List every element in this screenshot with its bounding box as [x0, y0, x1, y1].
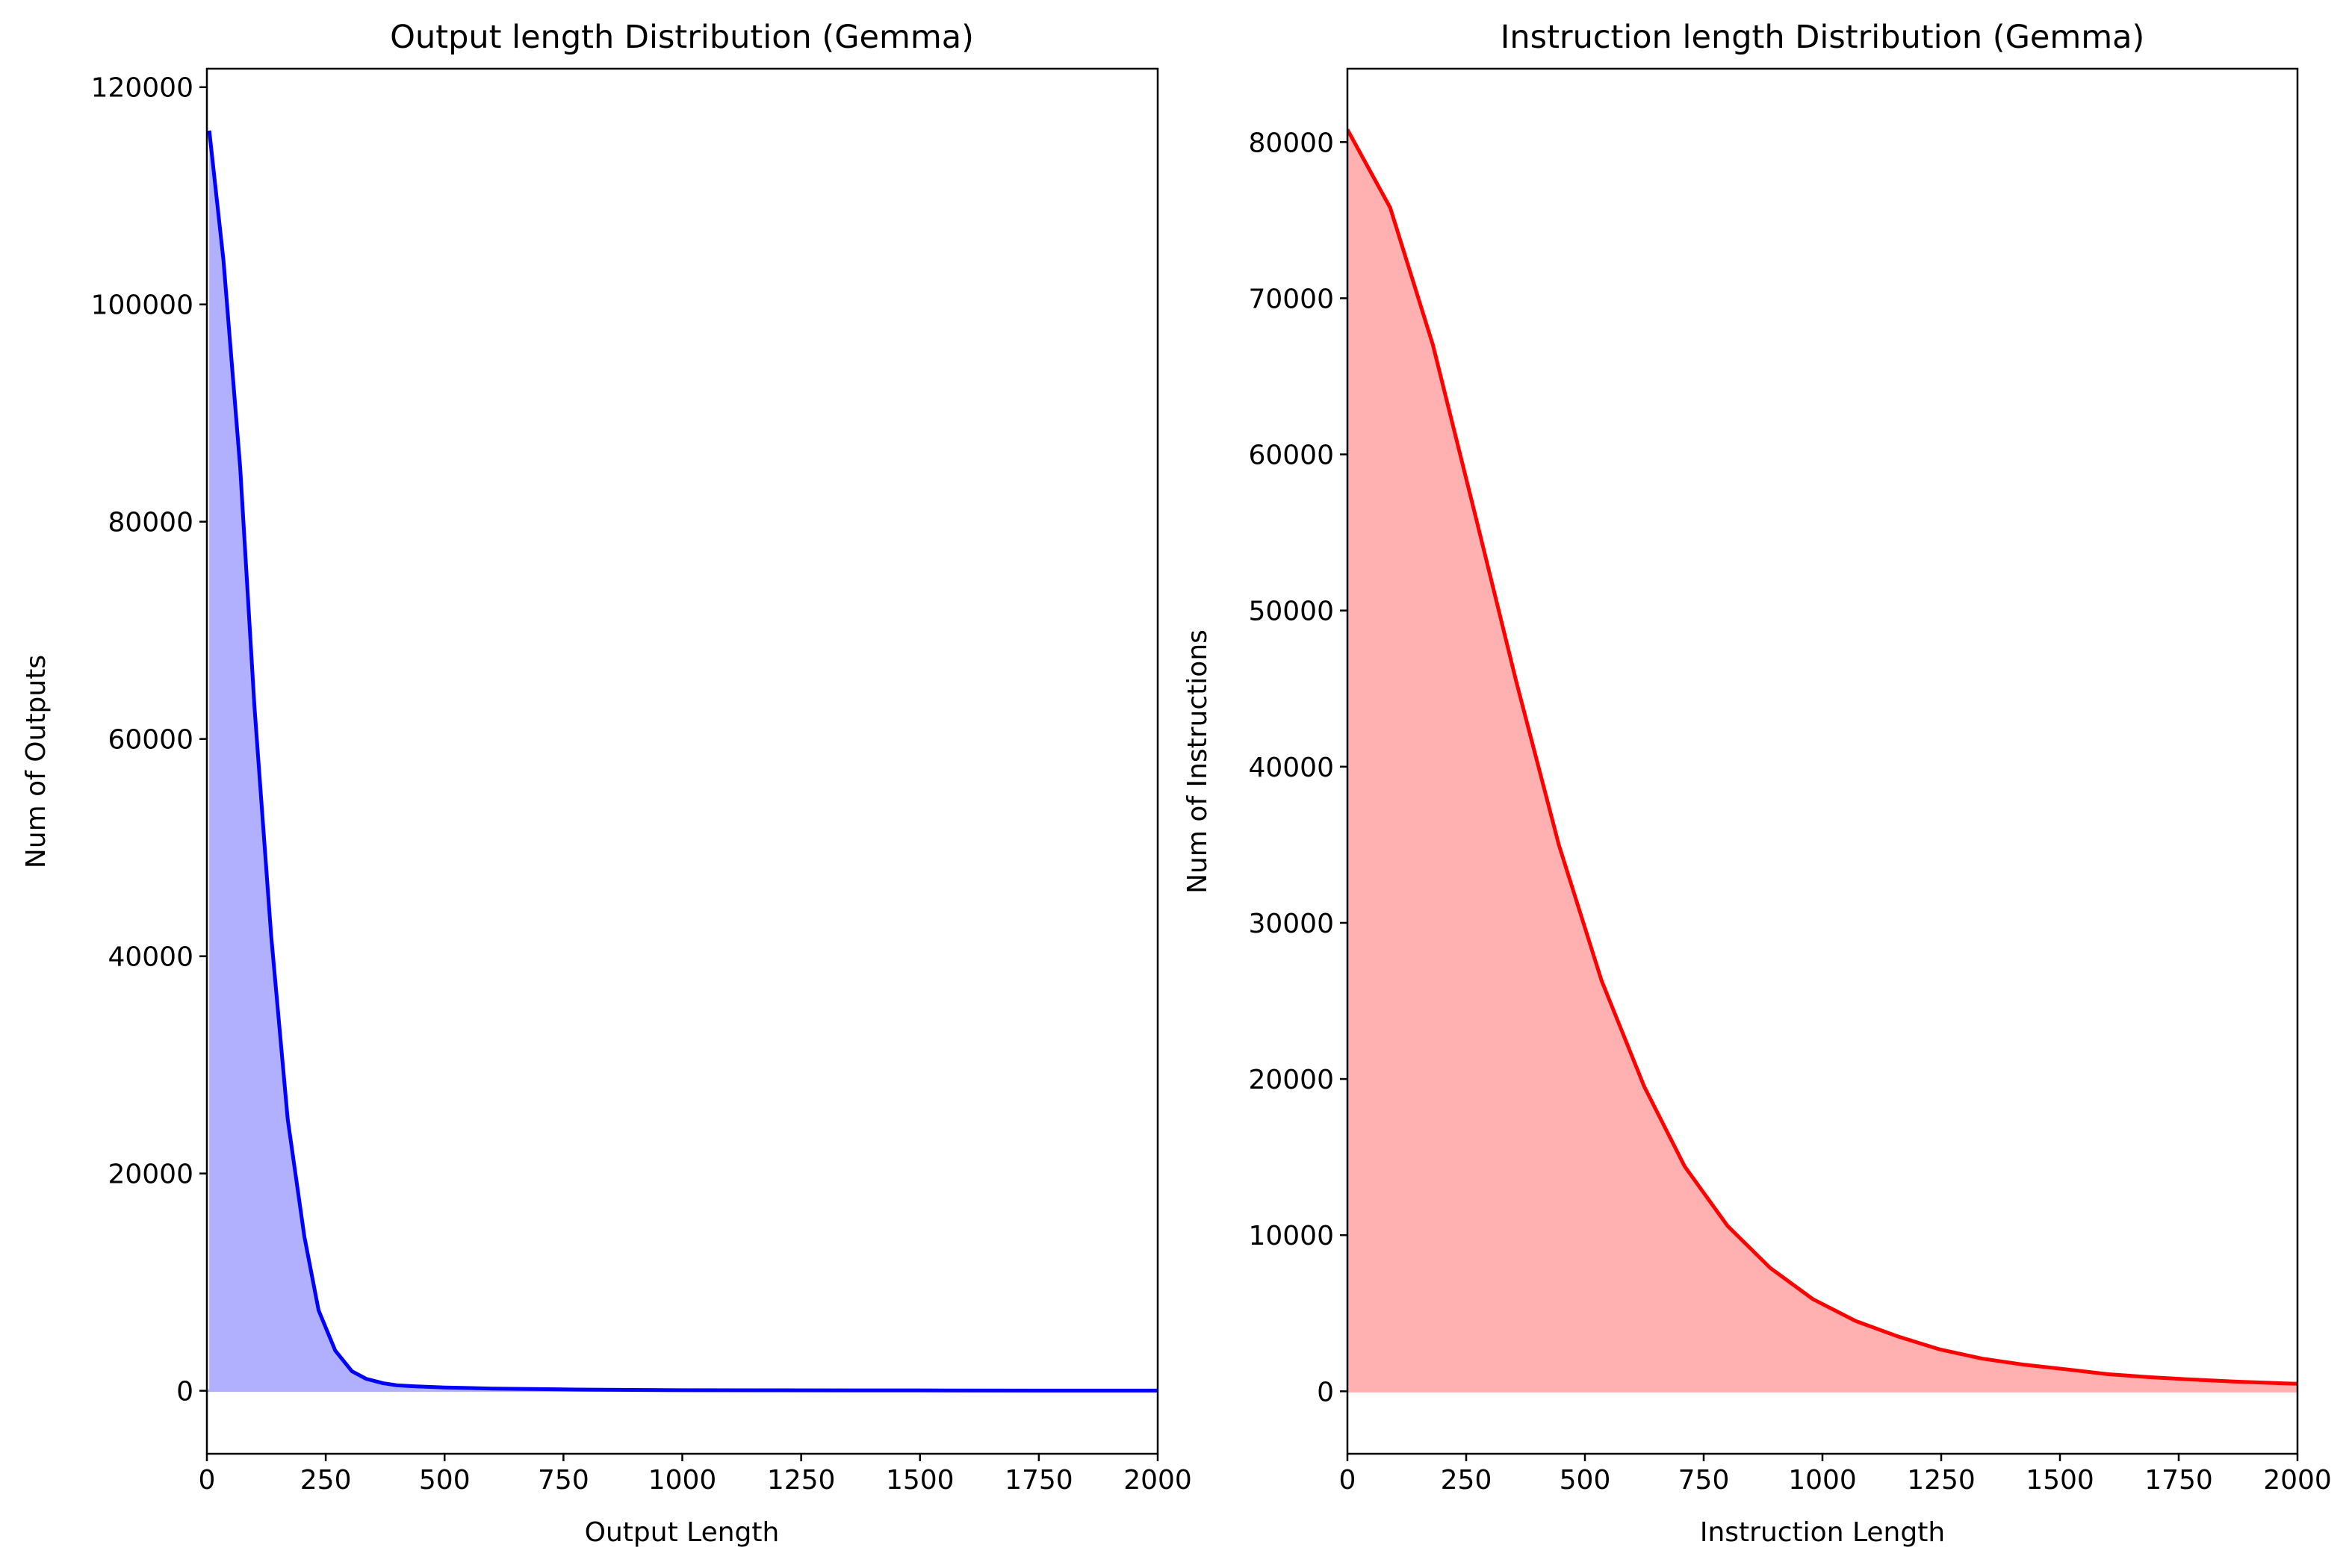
- x-tick-label: 1500: [886, 1465, 955, 1496]
- x-axis-label: Output Length: [585, 1517, 780, 1548]
- x-tick-label: 2000: [1123, 1465, 1192, 1496]
- y-tick-label: 60000: [108, 725, 193, 756]
- y-tick-label: 40000: [108, 942, 193, 973]
- chart-title: Instruction length Distribution (Gemma): [1501, 19, 2145, 56]
- plot-area: [1347, 128, 2297, 1393]
- y-tick-label: 0: [1317, 1377, 1334, 1407]
- y-tick-label: 120000: [91, 73, 193, 104]
- x-tick-label: 250: [300, 1465, 352, 1496]
- y-tick-label: 20000: [108, 1160, 193, 1190]
- y-tick-label: 80000: [1248, 128, 1334, 158]
- y-axis-label: Num of Instructions: [1182, 629, 1213, 894]
- y-tick-label: 60000: [1248, 441, 1334, 471]
- y-tick-label: 80000: [108, 508, 193, 538]
- x-tick-label: 1000: [1788, 1465, 1857, 1496]
- x-tick-label: 1000: [648, 1465, 717, 1496]
- series-area-fill: [209, 130, 1158, 1391]
- series-line: [1347, 128, 2297, 1386]
- x-axis-label: Instruction Length: [1700, 1517, 1945, 1548]
- y-tick-label: 70000: [1248, 284, 1334, 314]
- y-tick-label: 10000: [1248, 1221, 1334, 1251]
- x-tick-label: 750: [538, 1465, 589, 1496]
- x-tick-label: 1750: [1005, 1465, 1073, 1496]
- x-tick-label: 1250: [767, 1465, 836, 1496]
- x-tick-label: 750: [1678, 1465, 1730, 1496]
- x-tick-label: 1250: [1907, 1465, 1976, 1496]
- plot-area: [207, 130, 1158, 1393]
- y-tick-label: 30000: [1248, 909, 1334, 939]
- x-tick-label: 0: [1339, 1465, 1356, 1496]
- x-tick-label: 1500: [2026, 1465, 2094, 1496]
- y-tick-label: 50000: [1248, 597, 1334, 627]
- y-tick-label: 0: [176, 1377, 193, 1407]
- chart-title: Output length Distribution (Gemma): [390, 19, 974, 56]
- x-tick-label: 1750: [2144, 1465, 2213, 1496]
- x-tick-label: 250: [1441, 1465, 1492, 1496]
- y-tick-label: 40000: [1248, 753, 1334, 783]
- series-area-fill: [1347, 129, 2297, 1392]
- y-tick-label: 20000: [1248, 1065, 1334, 1095]
- x-tick-label: 500: [1560, 1465, 1611, 1496]
- x-tick-label: 2000: [2263, 1465, 2332, 1496]
- output-length-chart: Output length Distribution (Gemma) Outpu…: [21, 19, 1192, 1548]
- x-tick-label: 0: [199, 1465, 216, 1496]
- x-tick-label: 500: [419, 1465, 471, 1496]
- instruction-length-chart: Instruction length Distribution (Gemma) …: [1182, 19, 2332, 1548]
- y-axis-label: Num of Outputs: [21, 655, 52, 868]
- y-tick-label: 100000: [91, 290, 193, 321]
- series-line: [207, 130, 1158, 1393]
